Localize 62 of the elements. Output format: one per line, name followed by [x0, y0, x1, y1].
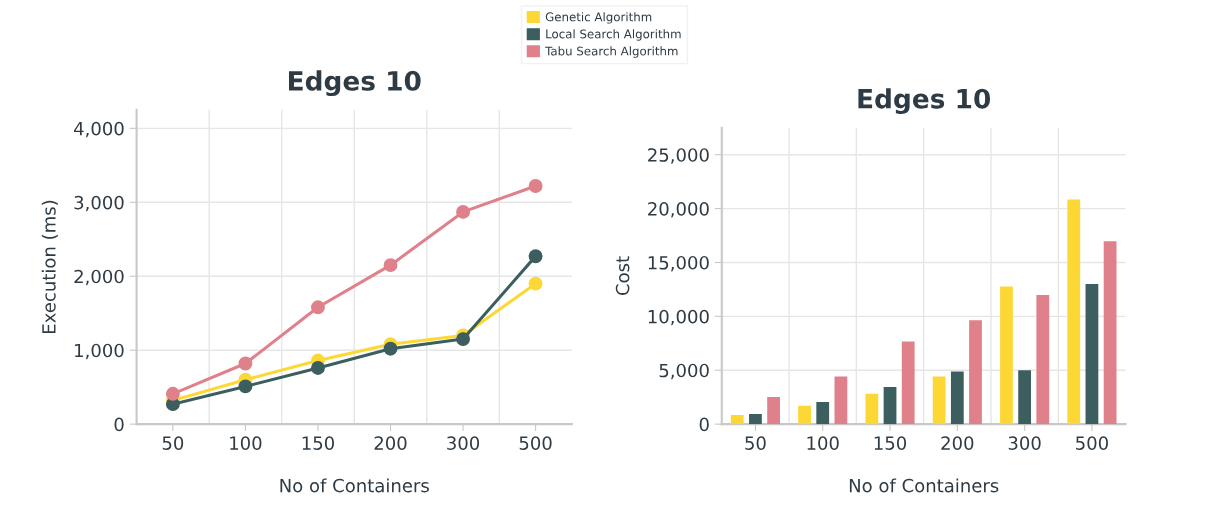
- y-tick-label: 1,000: [75, 343, 124, 360]
- y-tick-label: 20,000: [648, 202, 709, 218]
- legend-label: Local Search Algorithm: [546, 29, 681, 41]
- bar: [969, 320, 982, 425]
- x-tick-label: 100: [230, 436, 262, 450]
- x-tick-label: 50: [162, 436, 184, 450]
- bar: [798, 405, 811, 425]
- y-tick-label: 0: [699, 417, 709, 432]
- bar: [950, 371, 964, 425]
- point: [528, 179, 543, 193]
- point: [456, 332, 470, 347]
- x-tick-label: 200: [374, 436, 407, 450]
- x-tick-label: 500: [519, 436, 552, 450]
- chart-title: Edges 10: [858, 88, 991, 114]
- y-tick-label: 25,000: [648, 148, 709, 164]
- x-tick-label: 200: [941, 436, 974, 450]
- bar: [1067, 199, 1081, 425]
- legend-label: Genetic Algorithm: [545, 12, 652, 24]
- point: [383, 258, 398, 273]
- point: [528, 249, 543, 264]
- x-tick-label: 50: [745, 436, 766, 450]
- x-tick-label: 500: [1076, 436, 1108, 450]
- bar: [883, 386, 897, 425]
- bar: [816, 402, 830, 425]
- x-axis-title: No of Containers: [849, 478, 999, 493]
- y-tick-label: 10,000: [648, 309, 709, 326]
- y-axis-title: Execution (ms): [41, 200, 58, 333]
- y-tick-label: 4,000: [74, 121, 124, 138]
- bar: [730, 415, 744, 425]
- bar: [932, 376, 946, 425]
- bar: [865, 393, 879, 425]
- bar: [749, 414, 762, 425]
- bar: [1018, 370, 1032, 425]
- bar: [1000, 286, 1013, 425]
- bar: [1103, 241, 1117, 425]
- x-tick-label: 150: [302, 436, 334, 450]
- y-axis-title: Cost: [615, 256, 630, 295]
- y-tick-label: 0: [114, 417, 124, 432]
- bar: [834, 376, 848, 425]
- point: [383, 341, 398, 356]
- x-tick-label: 150: [874, 436, 907, 450]
- y-tick-label: 5,000: [659, 363, 709, 380]
- point: [165, 386, 180, 401]
- point: [311, 360, 325, 375]
- chart-title: Edges 10: [289, 70, 421, 97]
- x-tick-label: 300: [447, 436, 480, 450]
- bar: [767, 396, 780, 425]
- bar: [1085, 283, 1099, 425]
- y-tick-label: 3,000: [74, 195, 124, 212]
- legend-label: Tabu Search Algorithm: [545, 46, 678, 58]
- x-tick-label: 300: [1008, 436, 1041, 450]
- bar: [1036, 294, 1050, 425]
- point: [528, 276, 543, 291]
- point: [311, 300, 325, 315]
- point: [456, 204, 470, 219]
- x-tick-label: 100: [807, 436, 839, 450]
- x-axis-title: No of Containers: [280, 478, 429, 493]
- point: [238, 379, 253, 394]
- bar: [901, 341, 915, 425]
- y-tick-label: 2,000: [74, 269, 124, 286]
- y-tick-label: 15,000: [648, 255, 709, 272]
- point: [238, 356, 253, 371]
